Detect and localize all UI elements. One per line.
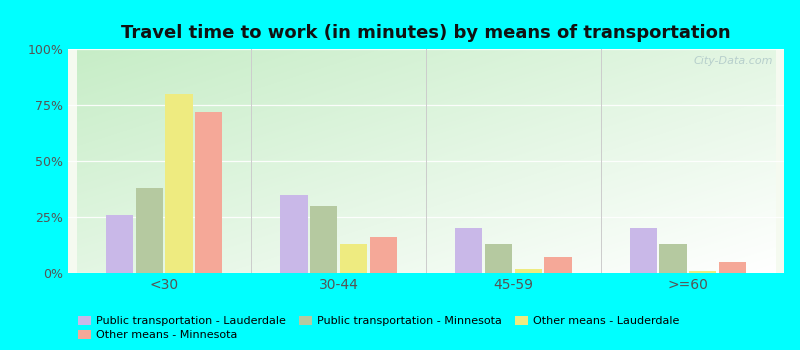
Bar — [370, 237, 397, 273]
Title: Travel time to work (in minutes) by means of transportation: Travel time to work (in minutes) by mean… — [121, 24, 731, 42]
Bar — [340, 244, 367, 273]
Bar — [281, 195, 308, 273]
Bar — [630, 228, 657, 273]
Bar — [544, 257, 571, 273]
Legend: Public transportation - Lauderdale, Public transportation - Minnesota, Other mea: Public transportation - Lauderdale, Publ… — [74, 311, 683, 330]
Bar — [659, 244, 686, 273]
Bar — [689, 271, 717, 273]
Bar — [195, 112, 222, 273]
Bar — [310, 206, 338, 273]
Bar — [455, 228, 482, 273]
Bar — [719, 262, 746, 273]
Legend: Other means - Minnesota: Other means - Minnesota — [74, 325, 242, 344]
Bar — [135, 188, 163, 273]
Bar — [166, 94, 193, 273]
Bar — [106, 215, 133, 273]
Bar — [514, 268, 542, 273]
Text: City-Data.com: City-Data.com — [694, 56, 774, 66]
Bar — [485, 244, 512, 273]
